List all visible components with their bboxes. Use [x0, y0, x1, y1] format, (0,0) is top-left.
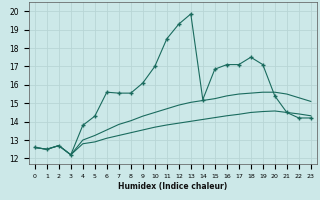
X-axis label: Humidex (Indice chaleur): Humidex (Indice chaleur) [118, 182, 228, 191]
